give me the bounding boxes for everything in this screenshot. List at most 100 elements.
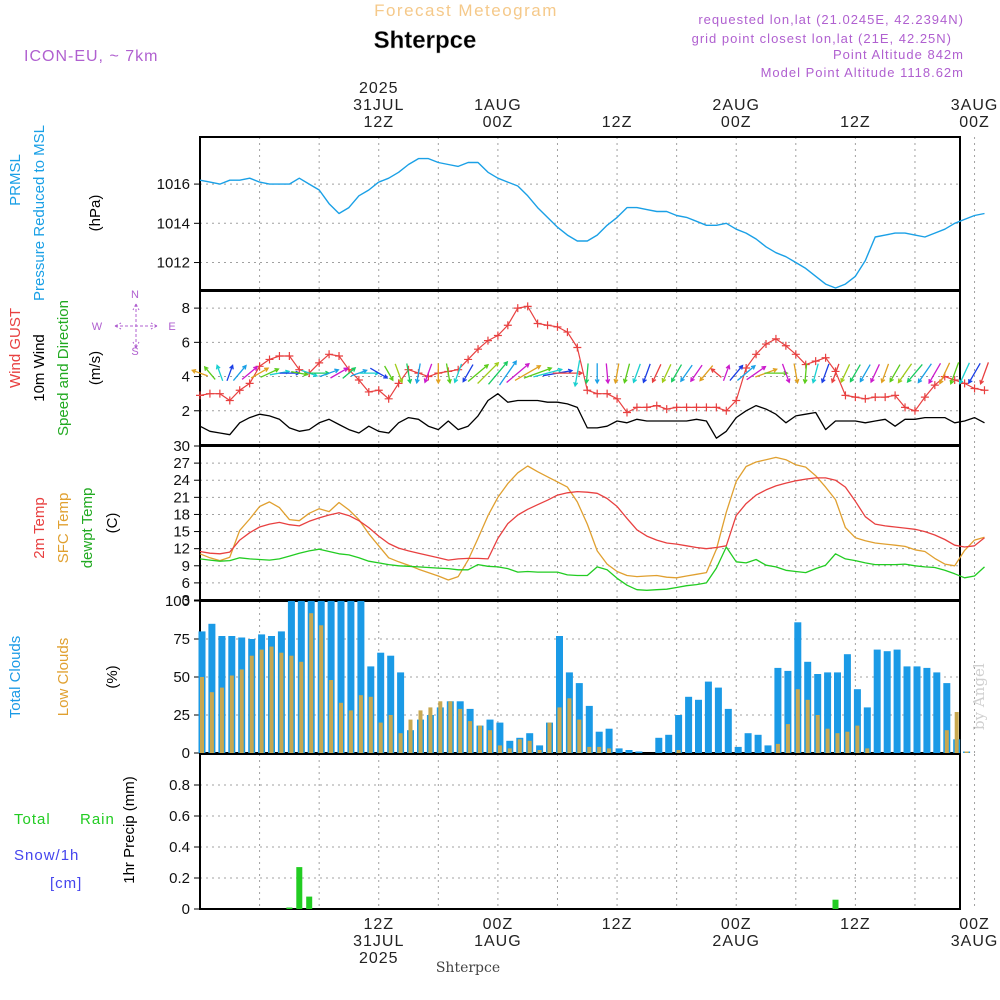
total-clouds-bar — [923, 667, 931, 753]
y-tick-label: 18 — [173, 506, 190, 523]
wind-direction-arrow — [462, 364, 474, 383]
precip-bar — [832, 899, 839, 909]
wind-direction-arrow — [241, 365, 259, 380]
wind-speed-direction-label: Speed and Direction — [55, 300, 72, 436]
total-clouds-bar — [337, 601, 345, 753]
top-time-label: 12Z — [840, 114, 871, 131]
wind-direction-arrow — [406, 363, 413, 385]
wind-gust-point — [364, 387, 373, 396]
wind-gust-point — [215, 389, 224, 398]
low-clouds-bar — [239, 669, 244, 753]
total-clouds-bar — [496, 722, 504, 753]
wind-direction-arrow — [928, 362, 942, 385]
low-clouds-bar — [547, 722, 552, 753]
bottom-time-label: 12Z — [363, 916, 394, 933]
wind-gust-point — [235, 386, 244, 395]
y-tick-label: 4 — [182, 369, 190, 386]
low-clouds-bar — [577, 719, 582, 753]
wind-gust-point — [712, 403, 721, 412]
wind-gust-point — [771, 334, 780, 343]
wind-gust-point — [464, 355, 473, 364]
low-clouds-bar — [448, 701, 453, 753]
y-tick-label: 8 — [182, 300, 190, 317]
dewpt-temp-line — [199, 546, 985, 591]
dewpt-temp-label: dewpt Temp — [79, 488, 96, 569]
wind-direction-arrow — [260, 368, 280, 378]
low-clouds-bar — [488, 730, 492, 753]
wind-direction-arrow — [594, 363, 600, 385]
total-clouds-bar — [754, 734, 762, 753]
precip-snow-label: Snow/1h — [14, 847, 79, 864]
clouds-unit-label: (%) — [104, 665, 121, 688]
wind-direction-arrow — [523, 366, 553, 379]
total-clouds-bar — [834, 672, 841, 753]
wind-direction-arrow — [736, 364, 756, 381]
precip-total-label: Total — [14, 811, 51, 828]
total-clouds-bar — [943, 683, 951, 753]
wind-gust-point — [672, 403, 681, 412]
wind-direction-arrow — [226, 364, 234, 382]
wind-gust-point — [265, 355, 274, 364]
total-clouds-bar — [913, 666, 921, 753]
low-clouds-bar — [855, 725, 860, 753]
y-tick-label: 3 — [182, 592, 190, 609]
low-clouds-bar — [269, 646, 274, 753]
wind-gust-point — [394, 379, 403, 388]
total-clouds-bar — [893, 649, 901, 753]
low-clouds-bar — [329, 680, 334, 753]
total-clouds-bar — [536, 745, 544, 753]
wind-direction-arrow — [793, 363, 800, 385]
wind-direction-arrow — [498, 360, 517, 386]
wind-gust-point — [652, 401, 661, 410]
wind-gust-point — [573, 343, 582, 352]
wind-direction-arrow — [613, 363, 620, 385]
wind-unit-label: (m/s) — [87, 351, 104, 385]
wind-direction-arrow — [445, 363, 452, 385]
total-clouds-bar — [704, 681, 712, 753]
total-clouds-bar — [843, 654, 851, 753]
wind-gust-point — [196, 391, 204, 400]
low-clouds-bar — [289, 655, 294, 753]
wind-direction-arrow — [533, 367, 564, 378]
wind-direction-arrow — [849, 364, 861, 383]
panel-pressure: 1012 1014 1016 — [157, 136, 985, 291]
total-clouds-bar — [903, 666, 911, 753]
low-clouds-bar — [358, 695, 363, 753]
pressure-unit-label: (hPa) — [87, 195, 104, 232]
y-tick-label: 75 — [173, 631, 190, 648]
wind-gust-point — [205, 389, 214, 398]
total-clouds-bar — [387, 655, 395, 753]
wind-gust-point — [762, 340, 771, 349]
top-time-label: 1AUG — [474, 97, 522, 114]
grid-point-coords: grid point closest lon,lat (21E, 42.25N) — [692, 31, 952, 46]
top-time-label: 2025 — [359, 80, 399, 97]
wind-gust-line — [199, 305, 985, 414]
wind-direction-arrow — [622, 363, 631, 384]
low-clouds-bar — [785, 724, 790, 753]
sfc-temp-label: SFC Temp — [55, 493, 72, 564]
wind-gust-point — [354, 375, 363, 384]
bottom-time-label: 31JUL — [353, 933, 404, 950]
low-clouds-bar — [468, 721, 473, 753]
wind-gust-point — [732, 396, 741, 405]
low-clouds-bar — [368, 696, 373, 753]
low-clouds-bar — [398, 733, 403, 753]
model-point-altitude: Model Point Altitude 1118.62m — [761, 65, 964, 80]
low-clouds-bar — [458, 708, 463, 753]
wind-direction-arrow — [880, 363, 890, 384]
wind-gust-point — [593, 389, 602, 398]
top-time-label: 12Z — [602, 114, 633, 131]
y-tick-label: 2 — [182, 403, 190, 420]
wind-direction-arrow — [859, 364, 871, 383]
wind-direction-arrow — [949, 362, 960, 386]
total-clouds-label: Total Clouds — [7, 636, 24, 719]
bottom-time-label: 00Z — [721, 916, 752, 933]
y-tick-label: 12 — [173, 541, 190, 558]
y-tick-label: 0.6 — [169, 808, 190, 825]
low-clouds-bar — [408, 719, 413, 753]
wind-direction-arrow — [384, 365, 394, 382]
wind-gust-point — [702, 403, 711, 412]
y-tick-label: 25 — [173, 707, 190, 724]
total-clouds-bar — [595, 731, 603, 753]
wind-gust-point — [642, 403, 651, 412]
